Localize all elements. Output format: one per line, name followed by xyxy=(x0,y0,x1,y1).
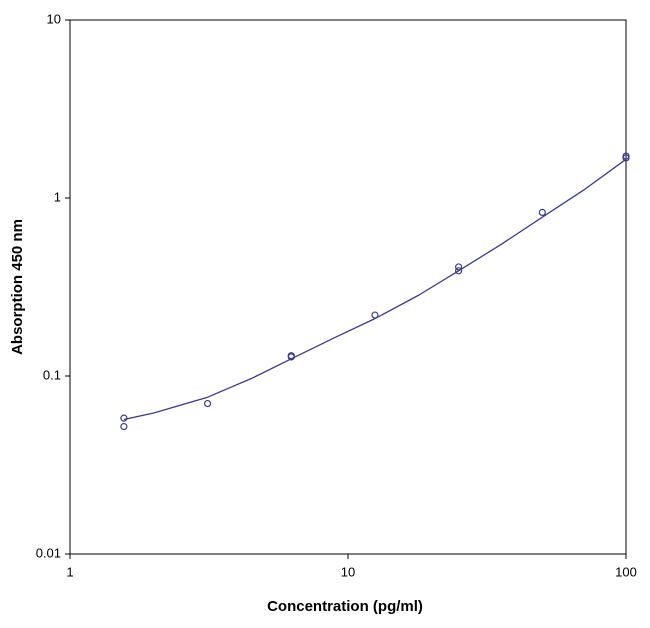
data-point xyxy=(455,263,463,271)
x-tick-label: 10 xyxy=(341,564,355,579)
fit-curve xyxy=(123,158,627,421)
data-point xyxy=(455,267,463,275)
data-point xyxy=(203,399,212,408)
y-tick-label: 1 xyxy=(54,189,61,204)
y-tick-label: 0.01 xyxy=(36,545,61,560)
y-axis-title: Absorption 450 nm xyxy=(9,219,26,355)
data-point xyxy=(538,208,546,217)
y-tick-label: 0.1 xyxy=(43,367,61,382)
x-tick-label: 1 xyxy=(66,564,73,579)
y-tick-label: 10 xyxy=(47,11,61,26)
data-point xyxy=(120,414,128,422)
x-tick-label: 100 xyxy=(615,564,637,579)
data-point xyxy=(120,422,128,431)
data-point xyxy=(622,154,630,162)
x-axis-title: Concentration (pg/ml) xyxy=(267,598,423,615)
plot-frame xyxy=(69,19,627,555)
